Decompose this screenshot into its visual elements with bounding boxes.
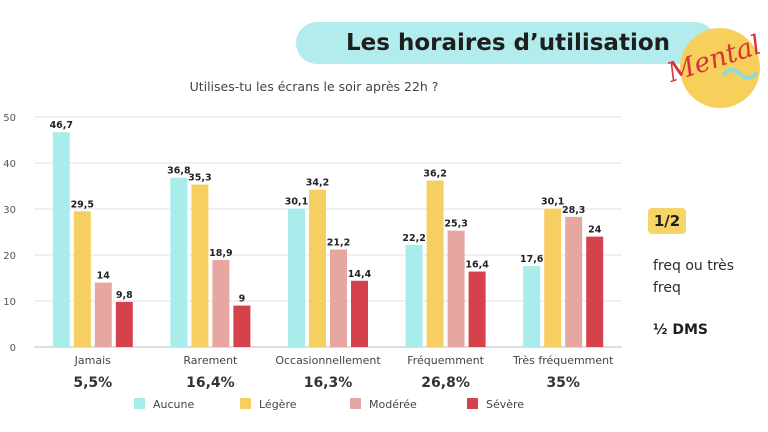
- data-label: 16,4: [465, 260, 489, 271]
- logo-wave: [722, 68, 758, 80]
- chart-data-labels: 46,7 29,5 14 9,8 36,835,3 18,9 9 30,1 34,2 21,2 14…: [50, 120, 602, 304]
- x-tick-label: Très fréquemment: [512, 354, 614, 367]
- y-tick-label: 40: [3, 159, 16, 170]
- data-label: 14: [97, 271, 111, 282]
- bar-chart: Utilises-tu les écrans le soir après 22h…: [3, 79, 622, 411]
- category-percentage: 35%: [546, 375, 580, 391]
- bar: [544, 208, 562, 347]
- bar: [115, 301, 133, 347]
- bar: [523, 266, 541, 347]
- bar: [565, 216, 583, 347]
- bar: [52, 132, 70, 347]
- bar: [170, 177, 188, 347]
- bar: [426, 180, 444, 347]
- side-dms-label: ½ DMS: [653, 322, 709, 338]
- chart-title: Utilises-tu les écrans le soir après 22h…: [190, 79, 439, 94]
- legend-label: Modérée: [369, 398, 417, 411]
- legend-swatch: [350, 398, 361, 409]
- data-label: 18,9: [209, 248, 232, 259]
- bar: [405, 244, 423, 347]
- side-note: freq ou très freq: [653, 258, 735, 296]
- data-label: 21,2: [327, 237, 350, 248]
- category-percentage: 16,3%: [304, 375, 353, 391]
- data-label: 9,8: [116, 290, 133, 301]
- y-tick-label: 50: [3, 113, 16, 124]
- legend-label: Sévère: [486, 398, 524, 411]
- y-tick-label: 0: [10, 343, 16, 354]
- x-tick-label: Occasionnellement: [275, 354, 381, 367]
- data-label: 36,2: [423, 168, 446, 179]
- chart-legend: Aucune Légère Modérée Sévère: [134, 398, 524, 411]
- data-label: 25,3: [444, 219, 467, 230]
- x-tick-label: Jamais: [74, 354, 111, 367]
- data-label: 36,8: [167, 166, 191, 177]
- data-label: 35,3: [188, 173, 211, 184]
- legend-swatch: [134, 398, 145, 409]
- bar: [73, 211, 91, 347]
- data-label: 34,2: [306, 178, 329, 189]
- bar: [468, 271, 486, 347]
- legend-swatch: [467, 398, 478, 409]
- y-tick-label: 20: [3, 251, 16, 262]
- y-tick-label: 10: [3, 297, 16, 308]
- data-label: 46,7: [50, 120, 73, 131]
- x-tick-label: Rarement: [183, 354, 238, 367]
- chart-x-axis: Jamais 5,5% Rarement 16,4% Occasionnellement…: [73, 354, 614, 391]
- data-label: 30,1: [285, 197, 308, 208]
- bar: [191, 184, 209, 347]
- data-label: 28,3: [562, 205, 585, 216]
- category-percentage: 26,8%: [421, 375, 470, 391]
- data-label: 17,6: [520, 254, 544, 265]
- page-indicator-badge: 1/2: [648, 208, 686, 234]
- bar: [330, 249, 347, 347]
- legend-label: Aucune: [153, 398, 194, 411]
- y-tick-label: 30: [3, 205, 16, 216]
- logo-circle: [680, 28, 760, 108]
- x-tick-label: Fréquemment: [407, 354, 484, 367]
- legend-label: Légère: [259, 398, 297, 411]
- chart-grid: 0 10 20 30 40 50: [3, 113, 622, 354]
- data-label: 29,5: [71, 199, 94, 210]
- bar: [212, 260, 230, 347]
- bar: [586, 236, 604, 347]
- category-percentage: 16,4%: [186, 375, 235, 391]
- bar: [309, 189, 326, 347]
- bar: [94, 282, 112, 347]
- bar: [288, 208, 305, 347]
- data-label: 30,1: [541, 197, 564, 208]
- page-title: Les horaires d’utilisation: [346, 30, 670, 56]
- bar: [447, 230, 465, 347]
- bar: [351, 280, 368, 347]
- bar: [233, 305, 251, 347]
- chart-bars: [52, 132, 604, 347]
- data-label: 22,2: [402, 233, 425, 244]
- data-label: 9: [239, 294, 246, 305]
- header-banner: [296, 22, 716, 64]
- data-label: 14,4: [348, 269, 372, 280]
- data-label: 24: [588, 225, 602, 236]
- category-percentage: 5,5%: [73, 375, 112, 391]
- legend-swatch: [240, 398, 251, 409]
- mental-logo-icon: Mental: [663, 28, 762, 108]
